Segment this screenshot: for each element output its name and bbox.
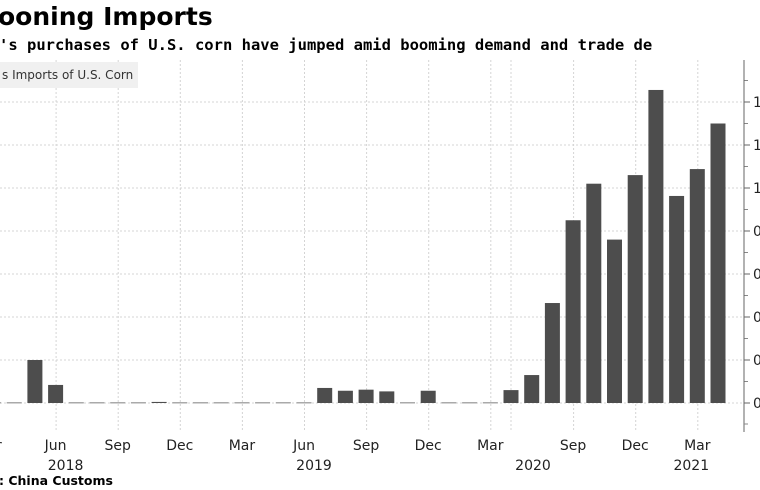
bar	[669, 195, 685, 403]
x-tick-label: Dec	[622, 438, 649, 454]
y-tick-label: 0	[753, 224, 760, 240]
bar	[524, 375, 540, 403]
zero-bar	[400, 402, 415, 404]
x-year-label: 2020	[515, 458, 551, 474]
bar	[689, 169, 705, 403]
y-tick-label: 0	[753, 396, 760, 412]
bar	[586, 183, 602, 403]
x-tick-label: Dec	[415, 438, 442, 454]
zero-bar	[0, 402, 1, 404]
x-year-label: 2021	[673, 458, 709, 474]
bar	[607, 239, 622, 403]
bar	[503, 390, 519, 403]
zero-bar	[213, 402, 229, 404]
bar	[565, 220, 581, 403]
source-note: : China Customs	[0, 473, 113, 488]
y-tick-label: 0	[753, 267, 760, 283]
chart-title: ooning Imports	[0, 2, 213, 31]
x-tick-label: Jun	[292, 438, 315, 454]
zero-bar	[6, 402, 22, 404]
zero-bar	[441, 402, 457, 404]
bar	[151, 401, 167, 403]
bar	[648, 89, 664, 404]
bar	[379, 391, 395, 403]
bar	[337, 390, 353, 403]
zero-bar	[89, 402, 105, 404]
bar	[420, 390, 436, 403]
x-tick-label: Mar	[229, 438, 256, 454]
zero-bar	[482, 402, 498, 404]
x-year-label: 2019	[296, 458, 332, 474]
bar	[544, 303, 560, 403]
y-tick-label: 1	[753, 181, 760, 197]
x-tick-label: r	[0, 438, 2, 454]
x-tick-label: Sep	[560, 438, 587, 454]
x-tick-label: Sep	[353, 438, 380, 454]
zero-bar	[172, 402, 188, 404]
zero-bar	[130, 402, 146, 404]
y-tick-label: 1	[753, 95, 760, 111]
x-tick-label: Dec	[166, 438, 193, 454]
zero-bar	[275, 402, 291, 404]
bar	[358, 389, 374, 403]
y-tick-label: 0	[753, 310, 760, 326]
chart-subtitle: 's purchases of U.S. corn have jumped am…	[0, 36, 653, 54]
bar	[710, 123, 726, 403]
bar	[27, 360, 43, 403]
y-tick-label: 1	[753, 138, 760, 154]
x-tick-label: Sep	[105, 438, 132, 454]
x-year-label: 2018	[48, 458, 84, 474]
zero-bar	[296, 402, 312, 404]
bar	[48, 384, 64, 403]
zero-bar	[110, 402, 126, 404]
x-tick-label: Mar	[684, 438, 711, 454]
legend-item: s Imports of U.S. Corn	[0, 62, 138, 88]
legend-label: s Imports of U.S. Corn	[2, 68, 134, 82]
zero-bar	[234, 402, 250, 404]
x-tick-label: Jun	[44, 438, 67, 454]
y-tick-label: 0	[753, 353, 760, 369]
bar	[627, 175, 643, 403]
zero-bar	[193, 402, 208, 404]
zero-bar	[255, 402, 271, 404]
zero-bar	[462, 402, 478, 404]
zero-bar	[68, 402, 84, 404]
x-tick-label: Mar	[477, 438, 504, 454]
bar	[317, 387, 333, 403]
